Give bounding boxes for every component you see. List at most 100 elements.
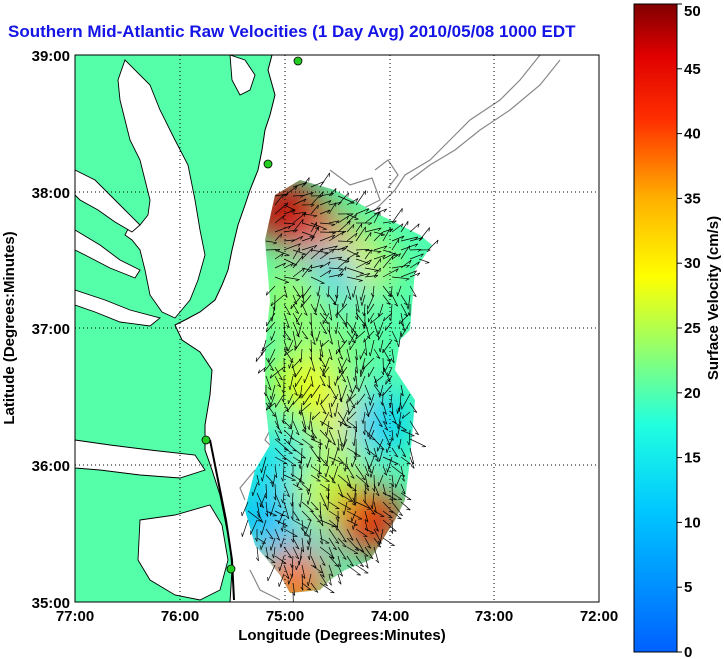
velocity-arrowhead: [285, 575, 290, 580]
velocity-arrowhead: [284, 282, 289, 284]
velocity-arrow: [382, 252, 396, 260]
velocity-arrowhead: [303, 531, 306, 536]
velocity-arrow: [287, 393, 294, 405]
velocity-arrow: [283, 429, 294, 440]
velocity-arrow: [292, 384, 298, 396]
velocity-arrowhead: [366, 451, 371, 456]
velocity-arrow: [301, 192, 314, 197]
velocity-arrow: [310, 465, 322, 474]
velocity-arrowhead: [352, 489, 357, 491]
velocity-arrowhead: [370, 504, 373, 509]
velocity-arrow: [364, 339, 368, 356]
velocity-arrowhead: [342, 248, 346, 252]
velocity-arrowhead: [378, 348, 381, 353]
velocity-arrow: [418, 258, 430, 263]
velocity-arrowhead: [320, 353, 324, 358]
velocity-arrowhead: [366, 335, 371, 340]
velocity-arrowhead: [301, 255, 304, 260]
velocity-arrow: [382, 465, 388, 476]
velocity-arrowhead: [369, 259, 372, 264]
velocity-arrowhead: [390, 497, 393, 502]
albemarle-sound: [75, 439, 206, 479]
velocity-arrowhead: [347, 296, 352, 300]
velocity-arrow: [292, 249, 306, 255]
velocity-arrowhead: [292, 449, 297, 452]
velocity-arrow: [337, 420, 352, 428]
velocity-arrow: [319, 429, 332, 443]
velocity-arrow: [337, 266, 347, 278]
velocity-arrow: [328, 456, 344, 464]
velocity-arrowhead: [281, 253, 284, 257]
velocity-arrow: [409, 249, 422, 251]
velocity-arrowhead: [303, 379, 305, 384]
velocity-arrow: [319, 209, 331, 215]
velocity-arrow: [399, 393, 402, 412]
velocity-arrow: [355, 223, 363, 233]
velocity-arrow: [328, 537, 337, 550]
velocity-arrow: [300, 465, 303, 483]
velocity-arrowhead: [341, 231, 345, 236]
velocity-arrowhead: [286, 312, 291, 316]
velocity-arrow: [310, 303, 318, 316]
velocity-arrow: [373, 483, 380, 497]
velocity-arrowhead: [326, 495, 329, 500]
velocity-arrow: [292, 312, 300, 326]
velocity-arrow: [346, 321, 359, 337]
velocity-arrowhead: [298, 358, 302, 363]
velocity-arrow: [269, 366, 285, 379]
velocity-arrow: [265, 555, 276, 563]
velocity-arrow: [310, 564, 323, 573]
velocity-arrowhead: [278, 377, 283, 381]
velocity-arrowhead: [413, 270, 417, 275]
velocity-arrowhead: [417, 261, 420, 266]
velocity-arrowhead: [286, 202, 289, 207]
velocity-arrowhead: [321, 574, 325, 578]
velocity-arrow: [268, 348, 276, 363]
velocity-arrowhead: [390, 529, 393, 534]
velocity-arrow: [291, 411, 294, 428]
velocity-arrow: [355, 303, 358, 320]
velocity-arrow: [328, 230, 346, 233]
velocity-arrow: [301, 537, 305, 553]
velocity-arrow: [337, 537, 347, 548]
velocity-arrowhead: [271, 561, 276, 563]
velocity-arrow: [400, 312, 404, 326]
velocity-arrowhead: [360, 223, 363, 228]
velocity-arrow: [319, 438, 321, 450]
velocity-arrow: [400, 456, 411, 465]
velocity-arrow: [266, 321, 276, 333]
y-tick-label: 38:00: [32, 185, 70, 202]
velocity-arrowhead: [295, 556, 300, 560]
velocity-arrow: [274, 411, 280, 430]
velocity-arrowhead: [388, 403, 391, 408]
velocity-arrow: [373, 348, 381, 359]
velocity-arrow: [382, 255, 394, 269]
velocity-arrow: [346, 564, 361, 576]
velocity-arrowhead: [309, 446, 314, 448]
velocity-arrow: [273, 546, 276, 559]
velocity-arrowhead: [405, 278, 410, 281]
velocity-arrowhead: [375, 559, 379, 564]
velocity-arrowhead: [327, 209, 331, 214]
velocity-arrowhead: [374, 378, 377, 383]
velocity-arrow: [383, 312, 393, 322]
velocity-arrow: [301, 510, 312, 521]
velocity-arrowhead: [294, 392, 298, 396]
colorbar-tick-label: 30: [684, 255, 701, 272]
velocity-arrow: [373, 411, 383, 427]
velocity-arrowhead: [301, 253, 306, 256]
velocity-arrowhead: [340, 370, 344, 374]
velocity-arrowhead: [383, 317, 385, 322]
velocity-arrow: [307, 537, 312, 551]
velocity-arrow: [306, 456, 312, 468]
velocity-arrowhead: [367, 397, 372, 401]
velocity-arrow: [355, 259, 372, 269]
velocity-arrow: [283, 243, 301, 251]
velocity-arrowhead: [366, 273, 371, 277]
velocity-arrow: [400, 447, 407, 458]
velocity-arrow: [319, 546, 335, 559]
velocity-arrow: [364, 555, 369, 569]
velocity-arrow: [367, 402, 375, 417]
velocity-arrow: [255, 348, 267, 362]
velocity-arrowhead: [407, 441, 410, 446]
